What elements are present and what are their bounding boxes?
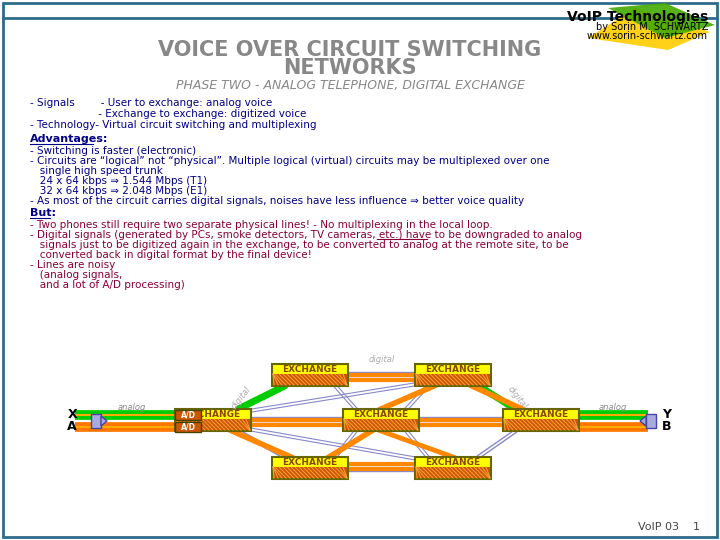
Bar	[273, 467, 347, 478]
Text: analog: analog	[599, 403, 627, 413]
Text: Y: Y	[662, 408, 671, 422]
Text: signals just to be digitized again in the exchange, to be converted to analog at: signals just to be digitized again in th…	[30, 240, 569, 250]
Text: - Exchange to exchange: digitized voice: - Exchange to exchange: digitized voice	[30, 109, 307, 119]
Text: 24 x 64 kbps ⇒ 1.544 Mbps (T1): 24 x 64 kbps ⇒ 1.544 Mbps (T1)	[30, 176, 207, 186]
Bar	[343, 409, 419, 431]
Text: 32 x 64 kbps ⇒ 2.048 Mbps (E1): 32 x 64 kbps ⇒ 2.048 Mbps (E1)	[30, 186, 207, 196]
Bar	[175, 422, 201, 432]
Text: single high speed trunk: single high speed trunk	[30, 166, 163, 176]
Text: digital: digital	[505, 384, 528, 410]
Text: EXCHANGE: EXCHANGE	[186, 410, 240, 419]
Bar	[415, 364, 491, 386]
Polygon shape	[588, 8, 710, 50]
Bar	[272, 457, 348, 479]
Text: A/D: A/D	[181, 410, 196, 420]
Text: - Technology- Virtual circuit switching and multiplexing: - Technology- Virtual circuit switching …	[30, 120, 317, 130]
Bar	[416, 467, 490, 478]
Text: - Circuits are “logical” not “physical”. Multiple logical (virtual) circuits may: - Circuits are “logical” not “physical”.…	[30, 156, 549, 166]
Text: NETWORKS: NETWORKS	[283, 58, 417, 78]
Bar	[503, 409, 579, 431]
Bar	[175, 409, 251, 431]
Text: B: B	[662, 421, 672, 434]
Polygon shape	[640, 416, 646, 426]
Text: PHASE TWO - ANALOG TELEPHONE, DIGITAL EXCHANGE: PHASE TWO - ANALOG TELEPHONE, DIGITAL EX…	[176, 79, 524, 92]
Text: EXCHANGE: EXCHANGE	[354, 410, 408, 419]
Text: (analog signals,: (analog signals,	[30, 270, 122, 280]
Text: by Sorin M. SCHWARTZ: by Sorin M. SCHWARTZ	[595, 22, 708, 32]
Text: - As most of the circuit carries digital signals, noises have less influence ⇒ b: - As most of the circuit carries digital…	[30, 196, 524, 206]
Bar	[416, 374, 490, 385]
Bar	[415, 457, 491, 479]
Text: digital: digital	[369, 355, 395, 364]
Text: digital: digital	[230, 384, 253, 410]
Text: - Signals        - User to exchange: analog voice: - Signals - User to exchange: analog voi…	[30, 98, 272, 108]
Bar	[272, 364, 348, 386]
Text: VoIP Technologies: VoIP Technologies	[567, 10, 708, 24]
Text: EXCHANGE: EXCHANGE	[513, 410, 569, 419]
Text: analog: analog	[118, 403, 146, 413]
Bar	[273, 374, 347, 385]
Text: www.sorin-schwartz.com: www.sorin-schwartz.com	[587, 31, 708, 41]
Text: VoIP 03    1: VoIP 03 1	[638, 522, 700, 532]
Bar	[344, 419, 418, 430]
Text: EXCHANGE: EXCHANGE	[426, 458, 480, 467]
Text: A: A	[68, 421, 77, 434]
Text: EXCHANGE: EXCHANGE	[282, 365, 338, 374]
Bar	[91, 414, 101, 428]
Text: VOICE OVER CIRCUIT SWITCHING: VOICE OVER CIRCUIT SWITCHING	[158, 40, 541, 60]
Text: - Digital signals (generated by PCs, smoke detectors, TV cameras, etc.) have to : - Digital signals (generated by PCs, smo…	[30, 230, 582, 240]
Text: - Lines are noisy: - Lines are noisy	[30, 260, 115, 270]
Bar	[176, 419, 250, 430]
Text: and a lot of A/D processing): and a lot of A/D processing)	[30, 280, 185, 290]
Text: - Two phones still require two separate physical lines! - No multiplexing in the: - Two phones still require two separate …	[30, 220, 492, 230]
Text: A/D: A/D	[181, 422, 196, 431]
Text: converted back in digital format by the final device!: converted back in digital format by the …	[30, 250, 312, 260]
Text: EXCHANGE: EXCHANGE	[426, 365, 480, 374]
Text: EXCHANGE: EXCHANGE	[282, 458, 338, 467]
Text: Advantages:: Advantages:	[30, 134, 109, 144]
Polygon shape	[101, 416, 107, 426]
Bar	[175, 410, 201, 420]
Text: But:: But:	[30, 208, 56, 218]
Bar	[504, 419, 578, 430]
Bar	[646, 414, 656, 428]
Text: - Switching is faster (electronic): - Switching is faster (electronic)	[30, 146, 196, 156]
Text: X: X	[68, 408, 77, 422]
Polygon shape	[608, 3, 715, 38]
